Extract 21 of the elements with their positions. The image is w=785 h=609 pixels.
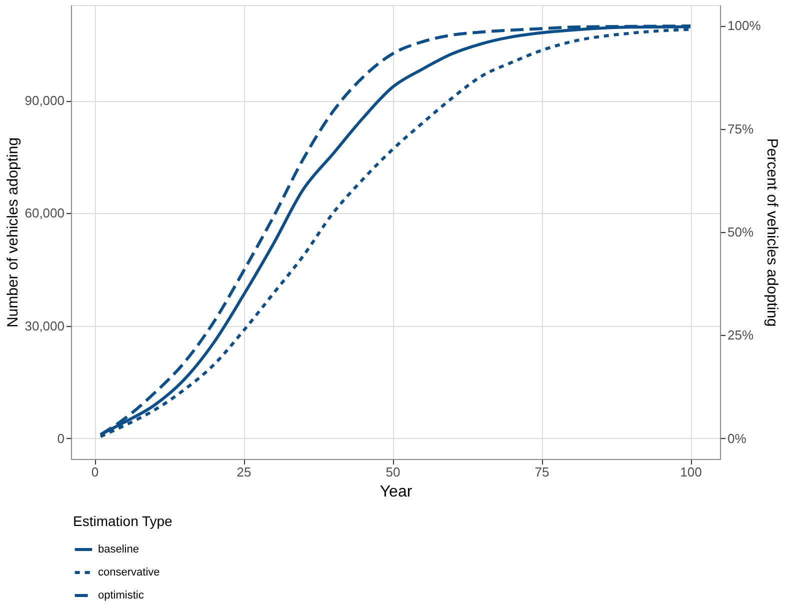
y-tick-label: 90,000	[24, 93, 64, 108]
x-tick-label: 25	[236, 464, 252, 480]
x-tick-label: 75	[534, 464, 550, 480]
x-tick-label: 50	[386, 464, 400, 480]
legend-label: conservative	[98, 566, 160, 578]
y-tick-label: 60,000	[24, 206, 64, 221]
y-tick-label: 30,000	[24, 318, 64, 334]
legend-label: baseline	[98, 544, 139, 556]
y2-tick-label: 75%	[728, 121, 754, 136]
y2-tick-label: 0%	[728, 430, 747, 446]
x-tick-label: 0	[91, 464, 99, 480]
legend-label: optimistic	[98, 590, 144, 602]
y2-tick-label: 25%	[728, 328, 754, 343]
y-tick-label: 0	[57, 430, 64, 446]
y-axis-title: Number of vehicles adopting	[4, 137, 22, 328]
x-tick-label: 100	[680, 464, 702, 480]
y2-tick-label: 100%	[728, 18, 762, 34]
legend-title: Estimation Type	[73, 513, 173, 529]
x-axis-title: Year	[380, 484, 413, 500]
y2-axis-title: Percent of vehicles adopting	[764, 138, 781, 327]
y2-tick-label: 50%	[728, 224, 754, 240]
